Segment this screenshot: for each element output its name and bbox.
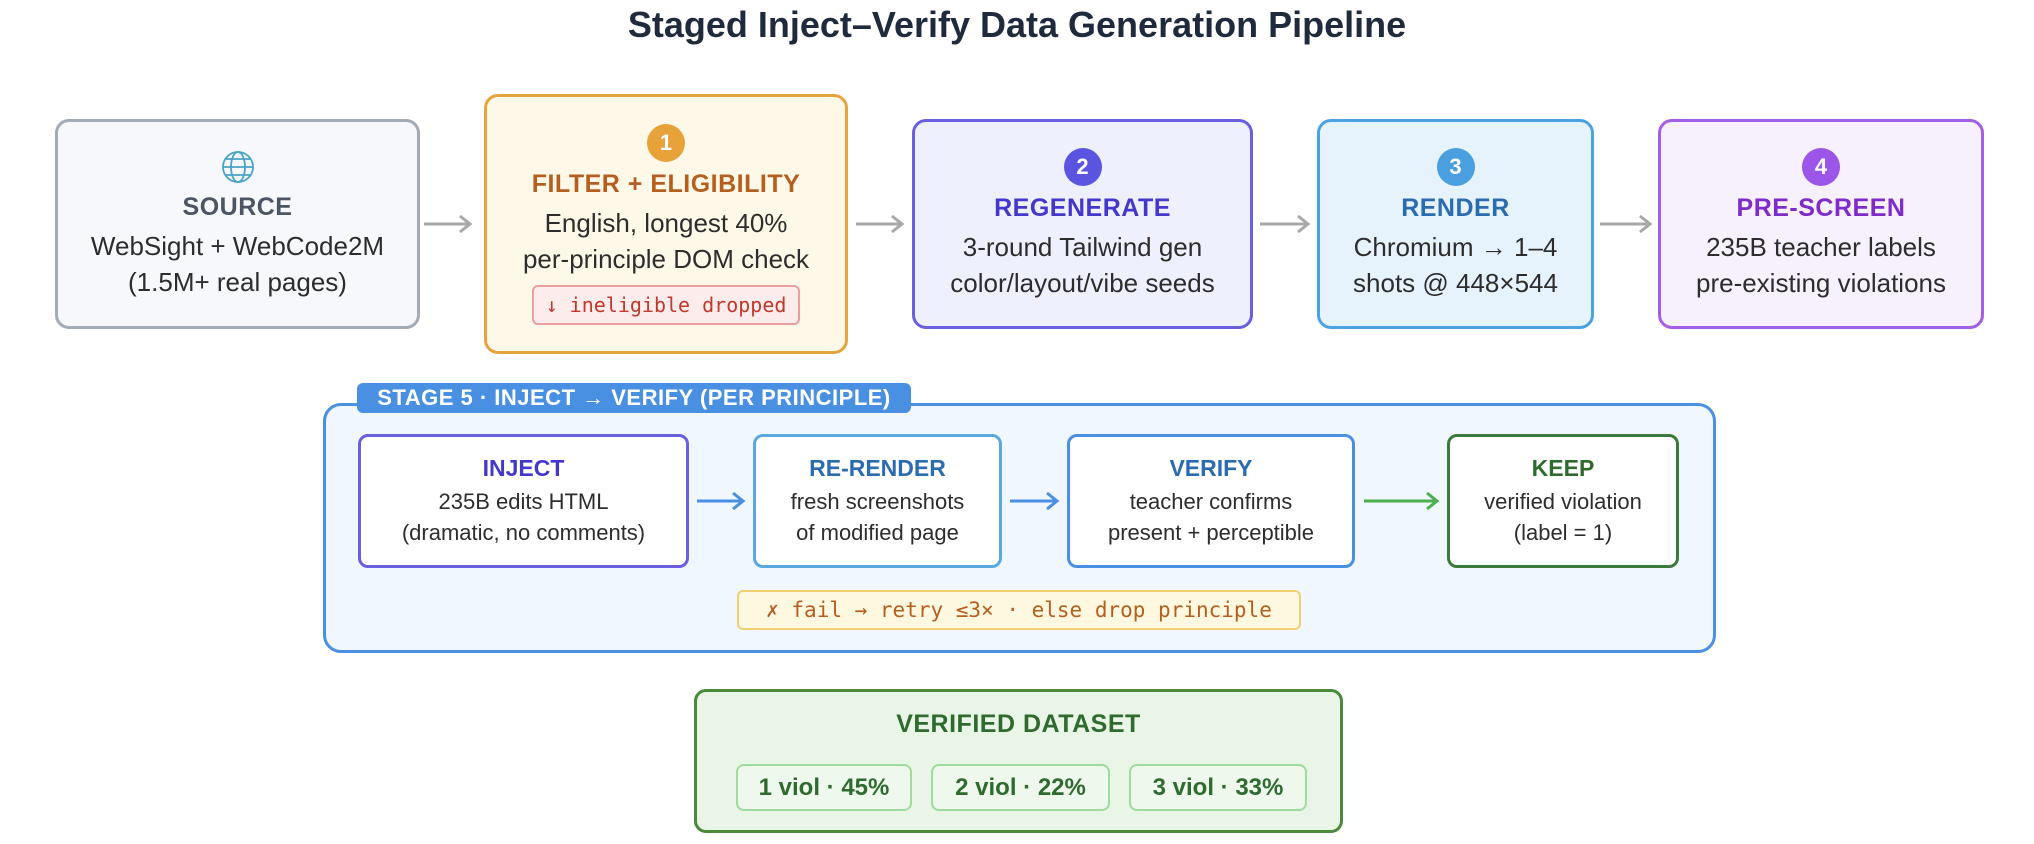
- title: Staged Inject–Verify Data Generation Pip…: [627, 4, 1407, 45]
- step-label: KEEP: [1531, 454, 1595, 481]
- arrow: [697, 491, 746, 511]
- stage-label: FILTER + ELIGIBILITY: [531, 169, 801, 198]
- step-box: KEEP verified violation (label = 1): [1447, 434, 1679, 568]
- step-box: VERIFY teacher confirms present + percepti…: [1067, 434, 1355, 568]
- stage-text: 235B teacher labels: [1706, 231, 1936, 262]
- stage-note: ↓ ineligible dropped: [531, 284, 801, 325]
- stage-box: 3 RENDER Chromium → 1–4 shots @ 448×544: [1317, 119, 1594, 329]
- stage-label: REGENERATE: [994, 193, 1171, 222]
- stage-text: WebSight + WebCode2M: [90, 230, 385, 261]
- stage5-tab: STAGE 5 · INJECT → VERIFY (PER PRINCIPLE…: [357, 383, 911, 413]
- stage-text: 3-round Tailwind gen: [962, 231, 1203, 262]
- stage-badge: 1: [647, 123, 685, 162]
- stage-text: Chromium → 1–4: [1353, 231, 1558, 262]
- arrow: [1260, 214, 1311, 234]
- stage-text: shots @ 448×544: [1353, 267, 1558, 298]
- stage-box: SOURCE WebSight + WebCode2M (1.5M+ real pa…: [55, 119, 420, 329]
- stage-text: English, longest 40%: [544, 207, 788, 238]
- dataset-box: VERIFIED DATASET 1 viol · 45% 2 viol · 22%…: [694, 689, 1343, 833]
- arrow: [1600, 214, 1653, 234]
- dataset-title: VERIFIED DATASET: [896, 710, 1141, 738]
- step-label: INJECT: [482, 454, 565, 481]
- arrow: [856, 214, 905, 234]
- stage-text: pre-existing violations: [1695, 267, 1946, 298]
- stage-label: SOURCE: [182, 192, 293, 221]
- step-text: teacher confirms: [1129, 488, 1293, 514]
- step-text: verified violation: [1484, 488, 1642, 514]
- stage-text: (1.5M+ real pages): [128, 266, 347, 297]
- step-text: present + perceptible: [1107, 519, 1315, 545]
- step-text: 235B edits HTML: [438, 488, 609, 514]
- step-label: RE-RENDER: [809, 454, 946, 481]
- stage-box: 2 REGENERATE 3-round Tailwind gen color/lay…: [912, 119, 1253, 329]
- stage-box: 4 PRE-SCREEN 235B teacher labels pre-existi…: [1658, 119, 1984, 329]
- stage-badge: 2: [1063, 147, 1102, 186]
- step-box: RE-RENDER fresh screenshots of modified pa…: [753, 434, 1002, 568]
- stage-badge: 3: [1436, 147, 1475, 186]
- stage-label: RENDER: [1401, 193, 1510, 222]
- step-label: VERIFY: [1169, 454, 1253, 481]
- arrow: [1364, 491, 1440, 511]
- globe-icon: [221, 150, 254, 183]
- dataset-pill: 3 viol · 33%: [1129, 764, 1307, 811]
- arrow: [1010, 491, 1060, 511]
- stage-badge: 4: [1802, 147, 1840, 186]
- step-text: (dramatic, no comments): [401, 519, 646, 545]
- step-box: INJECT 235B edits HTML (dramatic, no comme…: [358, 434, 689, 568]
- stage-label: PRE-SCREEN: [1736, 193, 1906, 222]
- step-text: of modified page: [796, 519, 959, 545]
- step-text: (label = 1): [1513, 519, 1613, 545]
- dataset-pill: 1 viol · 45%: [736, 764, 912, 811]
- stage-text: per-principle DOM check: [522, 243, 810, 274]
- stage-box: 1 FILTER + ELIGIBILITY English, longest 40…: [484, 94, 848, 354]
- dataset-pill: 2 viol · 22%: [931, 764, 1110, 811]
- retry-note: ✗ fail → retry ≤3× · else drop principle: [737, 590, 1301, 630]
- arrow: [424, 214, 473, 234]
- step-text: fresh screenshots: [790, 488, 965, 514]
- stage-text: color/layout/vibe seeds: [950, 267, 1215, 298]
